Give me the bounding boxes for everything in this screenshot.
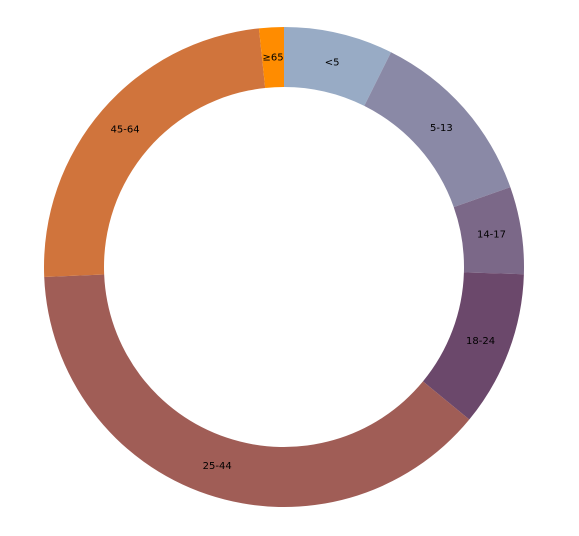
donut-slice-4 [44,274,470,508]
slice-label-3: 18-24 [466,336,495,347]
donut-slice-5 [44,28,266,277]
donut-slice-2 [453,187,524,275]
slice-label-2: 14-17 [477,230,506,241]
slice-label-1: 5-13 [430,123,453,134]
slice-label-5: 45-64 [111,125,140,136]
donut-slice-1 [364,52,511,208]
donut-slice-0 [284,27,392,106]
slice-label-4: 25-44 [203,461,232,472]
donut-slices [44,27,524,508]
slice-label-6: ≥65 [262,52,283,63]
slice-labels: <5 5-13 14-17 18-24 25-44 45-64 ≥65 [111,52,506,472]
donut-slice-3 [422,272,524,420]
slice-label-0: <5 [325,58,340,69]
donut-slice-6 [258,27,284,88]
